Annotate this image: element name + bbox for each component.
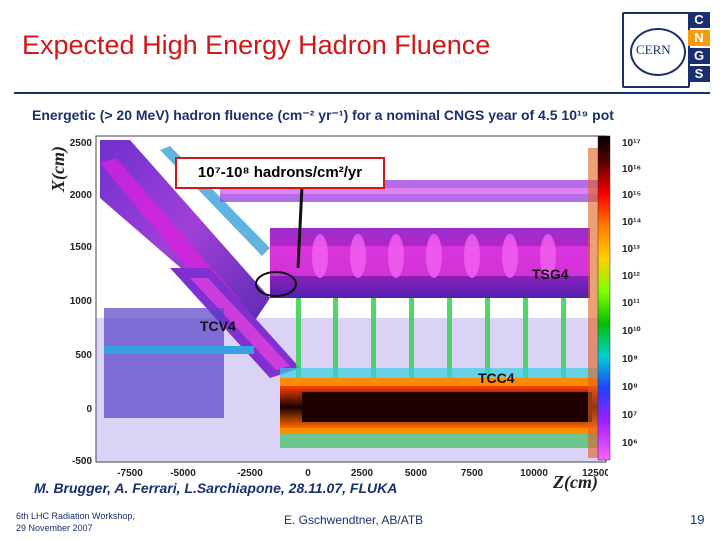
x-tick: 7500 xyxy=(461,468,484,479)
header-divider xyxy=(14,92,710,94)
x-tick: 0 xyxy=(305,468,311,479)
logo-text: CERN xyxy=(636,42,671,57)
letter-s: S xyxy=(688,66,710,82)
y-axis-label: X(cm) xyxy=(48,146,68,192)
footer-event-date: 29 November 2007 xyxy=(16,523,93,533)
label-tcc4: TCC4 xyxy=(478,370,515,386)
x-tick: 5000 xyxy=(405,468,428,479)
colorbar-label: 10¹³ xyxy=(622,244,640,255)
x-tick: -2500 xyxy=(237,468,263,479)
x-axis-label: Z(cm) xyxy=(553,472,598,492)
y-tick: 2500 xyxy=(70,138,93,149)
y-tick: 500 xyxy=(75,350,92,361)
letter-n: N xyxy=(688,30,710,46)
x-tick: -7500 xyxy=(117,468,143,479)
x-tick: 2500 xyxy=(351,468,374,479)
colorbar-label: 10⁷ xyxy=(622,410,637,421)
colorbar-label: 10⁸ xyxy=(622,382,638,393)
y-tick: 2000 xyxy=(70,190,93,201)
slide-title: Expected High Energy Hadron Fluence xyxy=(22,30,491,60)
y-tick: -500 xyxy=(72,456,92,467)
cngs-letters: C N G S xyxy=(688,12,712,84)
colorbar-label: 10¹¹ xyxy=(622,298,640,309)
fluence-annotation: 10⁷-10⁸ hadrons/cm²/yr xyxy=(197,164,363,181)
colorbar-label: 10⁹ xyxy=(622,354,638,365)
colorbar-label: 10¹⁰ xyxy=(622,326,640,337)
y-tick: 1500 xyxy=(70,242,93,253)
x-tick: 10000 xyxy=(520,468,548,479)
colorbar-label: 10¹⁵ xyxy=(622,190,641,201)
x-tick: -5000 xyxy=(170,468,196,479)
colorbar-label: 10¹⁴ xyxy=(622,217,641,228)
footer-event-name: 6th LHC Radiation Workshop, xyxy=(16,511,135,521)
letter-c: C xyxy=(688,12,710,28)
y-tick: 0 xyxy=(86,404,92,415)
colorbar-label: 10⁶ xyxy=(622,438,638,449)
footer-event: 6th LHC Radiation Workshop, 29 November … xyxy=(16,510,135,534)
footer-presenter: E. Gschwendtner, AB/ATB xyxy=(284,513,424,527)
y-tick: 1000 xyxy=(70,296,93,307)
cern-logo: CERN xyxy=(622,12,690,88)
fluence-annotation-box: 10⁷-10⁸ hadrons/cm²/yr xyxy=(175,157,385,189)
letter-g: G xyxy=(688,48,710,64)
x-tick: 12500 xyxy=(582,468,608,479)
colorbar-label: 10¹⁷ xyxy=(622,138,641,149)
logo-ring-icon xyxy=(630,28,686,76)
label-tsg4: TSG4 xyxy=(532,266,569,282)
colorbar: 10¹⁷ 10¹⁶ 10¹⁵ 10¹⁴ 10¹³ 10¹² 10¹¹ 10¹⁰ … xyxy=(597,135,641,461)
colorbar-label: 10¹⁶ xyxy=(622,164,641,175)
page-number: 19 xyxy=(690,512,705,527)
slide-subtitle: Energetic (> 20 MeV) hadron fluence (cm⁻… xyxy=(32,107,614,123)
colorbar-label: 10¹² xyxy=(622,271,640,282)
label-tcv4: TCV4 xyxy=(200,318,236,334)
author-credit: M. Brugger, A. Ferrari, L.Sarchiapone, 2… xyxy=(34,480,398,496)
